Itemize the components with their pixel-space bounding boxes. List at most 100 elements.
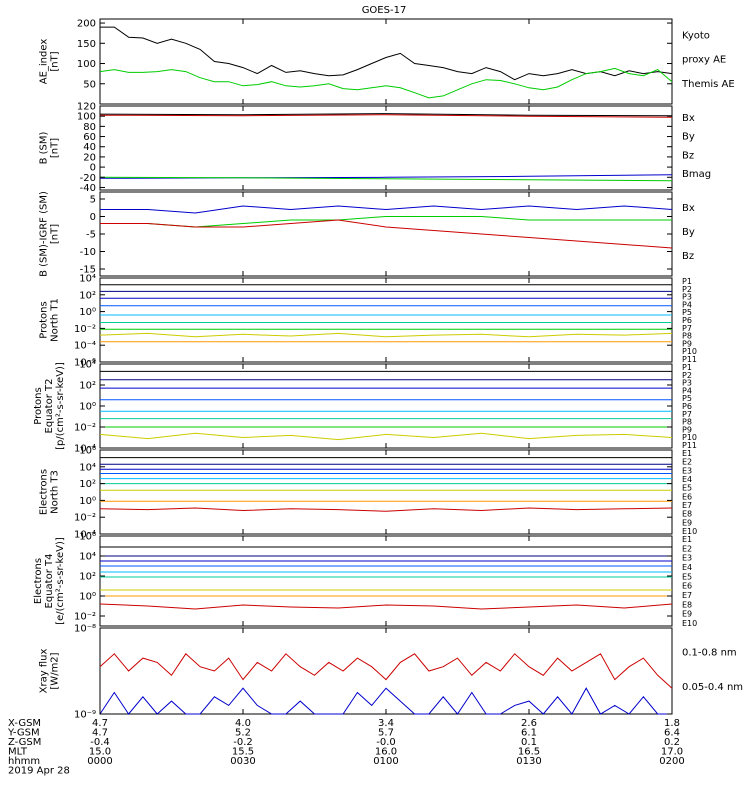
legend-entry: Bz [682,150,694,161]
legend-entry: P5 [682,308,692,317]
y-tick-label: 20 [83,152,96,163]
ephemeris-value: 0030 [230,756,255,767]
legend-entry: P9 [682,425,692,434]
y-axis-label: [nT] [50,138,61,158]
y-axis-label: Xray flux [39,649,50,694]
ephemeris-value: 15.0 [89,747,111,758]
panel-frame [99,535,673,627]
ephemeris-value: 1.8 [664,718,680,729]
ephemeris-value: 6.1 [521,728,537,739]
ephemeris-value: 0100 [373,756,398,767]
legend-entry: P6 [682,316,692,325]
legend-entry: Themis AE [681,79,735,90]
plot-date: 2019 Apr 28 [8,766,70,777]
legend-entry: Bz [682,251,694,262]
y-axis-label: North T3 [50,470,61,514]
panel-ae: 50 100 150 200 AE_index [nT] Kyoto proxy AE Them… [39,18,735,105]
y-tick-label: 10⁻⁴ [74,530,96,541]
y-tick-label: 120 [77,102,96,113]
y-axis-label: North T1 [50,298,61,342]
legend-entry: P1 [682,363,692,372]
y-tick-label: 10⁰ [79,307,96,318]
y-tick-label: 200 [77,19,96,30]
panel-electrons_t4: 10⁻² 10⁰ 10² 10⁴ 10⁶ Electrons Equator T4 [e/(c… [33,532,697,629]
legend-entry: Bmag [682,169,711,180]
legend-entry: P1 [682,277,692,286]
y-axis-label: [nT] [50,51,61,71]
ephemeris-value: 3.4 [378,718,394,729]
legend-entry: P11 [682,441,697,450]
ephemeris-value: 5.2 [235,728,251,739]
y-axis-label: Protons [39,301,50,338]
ephemeris-value: 0000 [87,756,112,767]
y-axis-label: Equator T4 [44,554,55,609]
y-axis-label: B (SM)-IGRF (SM) [39,191,50,277]
ephemeris-row-label: X-GSM [8,718,41,729]
ephemeris-value: 4.7 [92,728,108,739]
y-axis-label: B (SM) [39,131,50,164]
y-tick-label: 10⁻⁶ [74,358,96,369]
legend-entry: P7 [682,324,692,333]
ephemeris-row-label: MLT [8,747,28,758]
y-tick-label: 10⁴ [79,552,96,563]
y-tick-label: 10⁻² [74,423,96,434]
y-tick-label: 10⁰ [79,496,96,507]
legend-entry: E1 [682,535,692,544]
y-tick-label: 10⁻⁴ [74,341,96,352]
y-axis-label: Electrons [33,558,44,604]
legend-entry: P7 [682,410,692,419]
ephemeris-row-label: hhmm [8,756,40,767]
panel-frame [99,18,673,105]
y-tick-label: 0 [90,212,96,223]
legend-entry: 0.1-0.8 nm [682,648,737,659]
panel-frame [99,277,673,363]
legend-entry: E4 [682,475,692,484]
legend-entry: Kyoto [682,30,710,41]
legend-entry: Bx [682,113,695,124]
panel-bsm_igrf: -15 -10 -5 0 5 B (SM)-IGRF (SM) [nT] Bx By Bz [39,191,695,277]
panel-xray: 10⁻⁹ 10⁻⁸ Xray flux [W/m2] 0.1-0.8 nm 0.05-0.… [39,624,744,721]
series-0-05-0-4-nm [99,687,672,715]
ephemeris-value: -0.0 [376,737,396,748]
legend-entry: P11 [682,355,697,364]
ephemeris-value: 16.0 [375,747,397,758]
y-axis-label: Protons [33,387,44,424]
legend-entry: E9 [682,518,692,527]
chart-title: GOES-17 [362,5,407,16]
legend-entry: E5 [682,572,692,581]
y-axis-label: [nT] [50,224,61,244]
ephemeris-value: 15.5 [232,747,254,758]
ephemeris-value: 4.0 [235,718,251,729]
y-tick-label: 0 [90,163,96,174]
y-tick-label: 10² [79,572,96,583]
y-axis-label: [p/(cm²-s-sr-keV)] [55,362,66,450]
legend-entry: P8 [682,332,692,341]
y-tick-label: 80 [83,122,96,133]
legend-entry: E3 [682,554,692,563]
legend-entry: E10 [682,527,697,536]
y-tick-label: 10⁻² [74,513,96,524]
y-tick-label: 100 [77,112,96,123]
legend-entry: P4 [682,386,692,395]
y-tick-label: -20 [80,173,96,184]
series-e9 [99,603,673,610]
legend-entry: E6 [682,492,692,501]
ephemeris-value: 16.5 [518,747,540,758]
ephemeris-value: 0.1 [521,737,537,748]
y-tick-label: 60 [83,132,96,143]
y-tick-label: 50 [83,79,96,90]
ephemeris-value: -0.2 [233,737,253,748]
y-tick-label: 40 [83,142,96,153]
y-tick-label: -5 [86,230,96,241]
ephemeris-row-label: Z-GSM [8,737,41,748]
ephemeris-value: -0.4 [90,737,110,748]
legend-entry: proxy AE [682,55,726,66]
legend-entry: E2 [682,458,692,467]
legend-entry: Bx [682,203,695,214]
legend-entry: P2 [682,371,692,380]
legend-entry: P9 [682,339,692,348]
legend-entry: By [682,227,695,238]
